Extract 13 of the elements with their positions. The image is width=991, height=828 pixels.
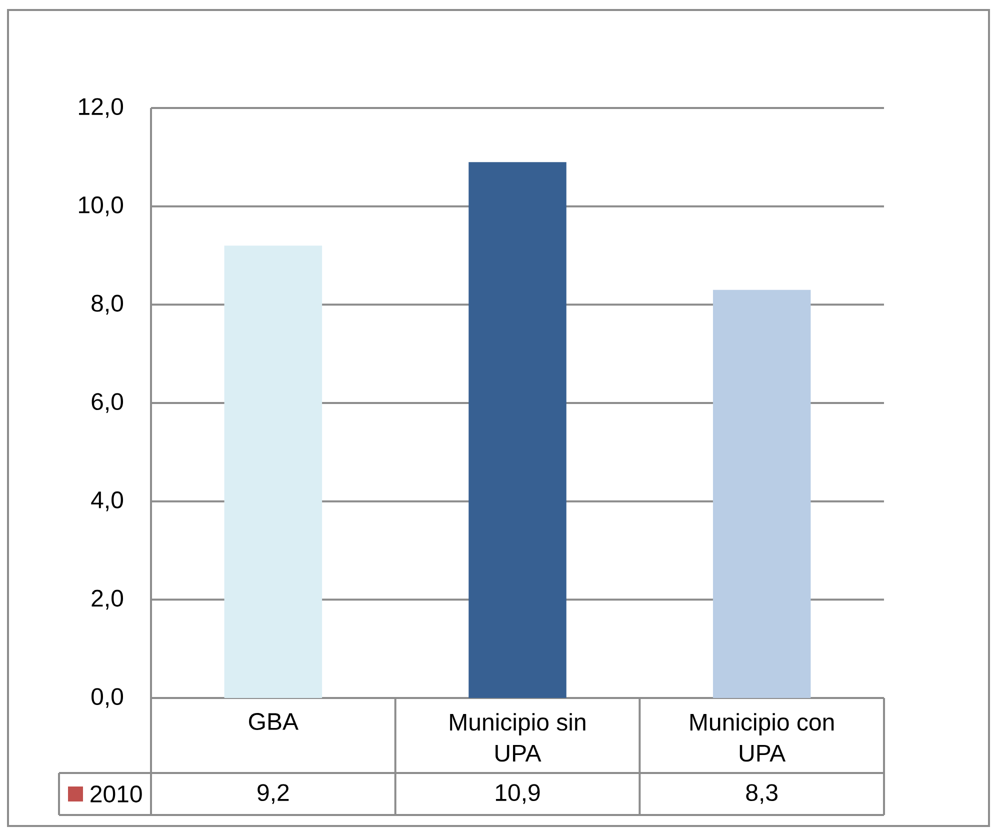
y-tick-label: 6,0: [92, 393, 124, 413]
x-tick-label: Municipio sin UPA: [450, 713, 586, 762]
bar: [224, 246, 322, 698]
y-tick-label: 2,0: [92, 590, 124, 610]
y-tick-label: 10,0: [79, 196, 124, 216]
y-tick-label: 4,0: [91, 491, 124, 512]
bar: [712, 290, 811, 698]
x-tick-label: GBA: [249, 713, 298, 730]
y-tick-label: 8,0: [92, 294, 124, 315]
x-tick-label: Municipio con UPA: [690, 713, 834, 762]
y-tick-label: 0,0: [92, 688, 124, 708]
y-tick-label: 12,0: [79, 98, 124, 118]
bar: [468, 162, 566, 698]
